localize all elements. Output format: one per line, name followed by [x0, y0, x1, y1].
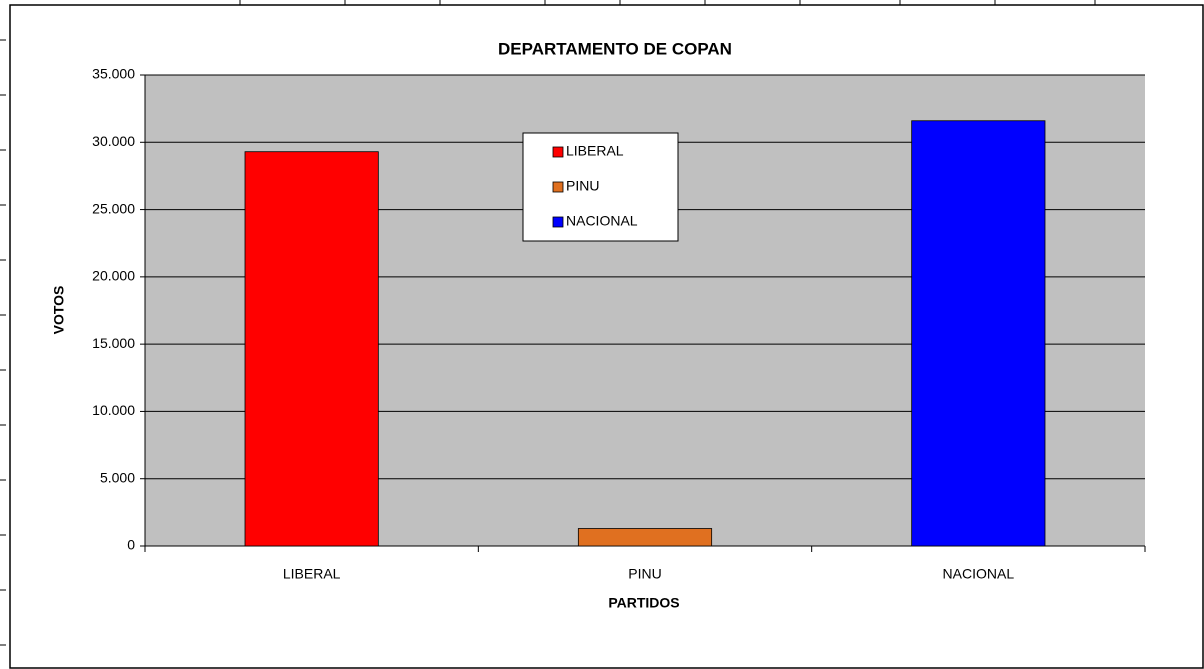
bar — [577, 528, 713, 547]
bar — [244, 151, 379, 547]
y-tick-label: 15.000 — [92, 335, 135, 351]
legend-box — [522, 132, 679, 242]
y-tick-label: 35.000 — [92, 66, 135, 82]
y-tick-label: 25.000 — [92, 200, 135, 216]
legend-label: NACIONAL — [566, 213, 638, 229]
legend-swatch — [552, 216, 564, 228]
ruler-ticks — [0, 0, 1096, 646]
legend-swatch — [552, 146, 564, 158]
x-tick-label: NACIONAL — [943, 566, 1015, 582]
y-tick-label: 5.000 — [100, 469, 135, 485]
bar — [911, 120, 1046, 547]
y-axis-title: VOTOS — [51, 286, 67, 335]
x-tick-label: LIBERAL — [283, 566, 341, 582]
y-tick-label: 0 — [127, 537, 135, 553]
legend-swatch — [552, 181, 564, 193]
chart-title: DEPARTAMENTO DE COPAN — [498, 39, 732, 58]
x-tick-label: PINU — [628, 566, 661, 582]
x-axis-title: PARTIDOS — [608, 595, 679, 611]
y-tick-label: 10.000 — [92, 402, 135, 418]
legend-label: PINU — [566, 178, 599, 194]
y-tick-label: 30.000 — [92, 133, 135, 149]
legend-label: LIBERAL — [566, 143, 624, 159]
y-tick-label: 20.000 — [92, 268, 135, 284]
